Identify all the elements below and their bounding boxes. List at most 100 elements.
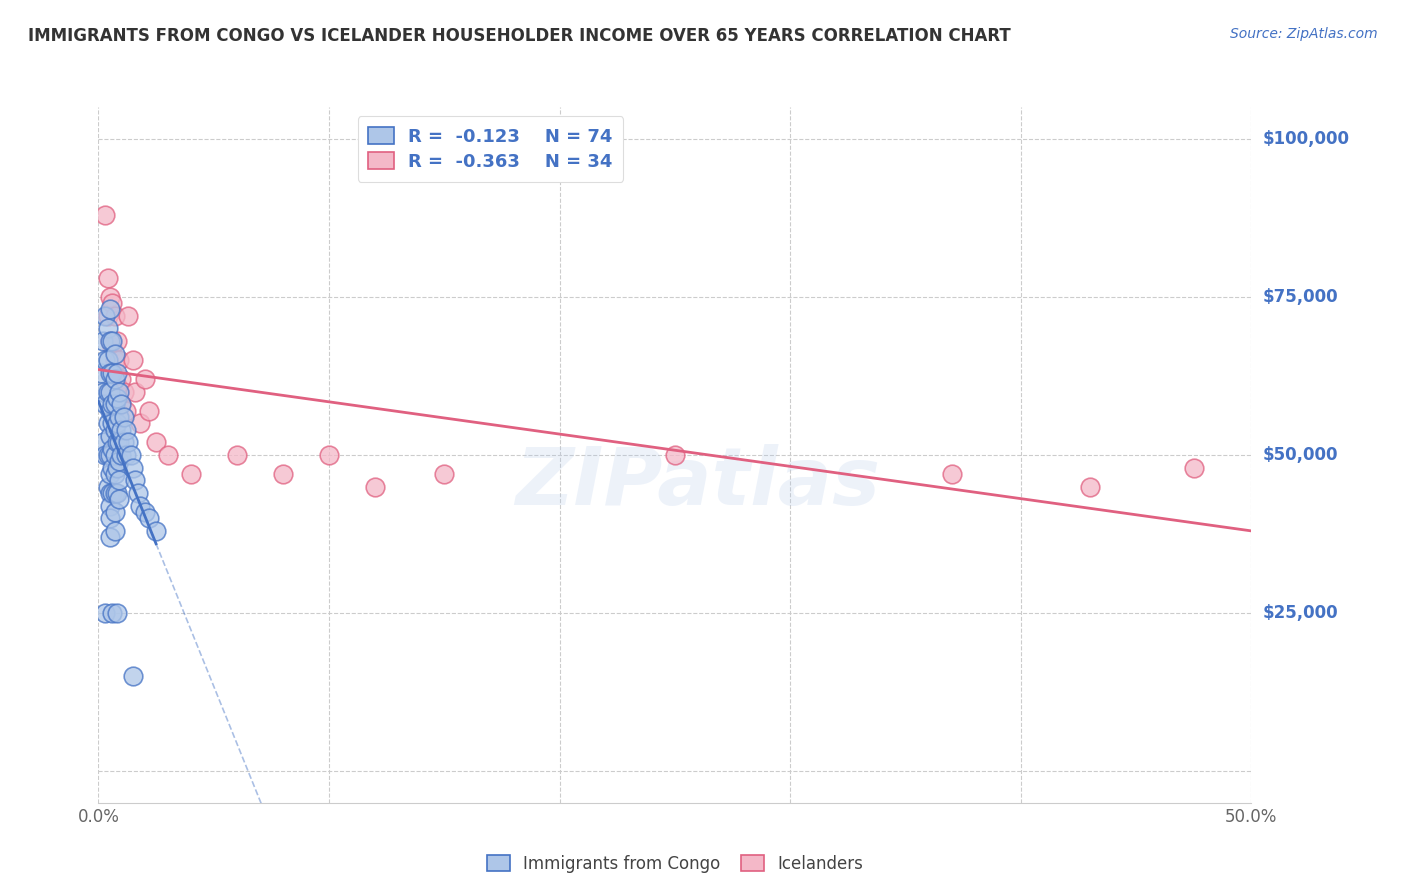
Point bbox=[103, 309, 125, 323]
Point bbox=[101, 397, 124, 411]
Point bbox=[180, 467, 202, 481]
Point bbox=[112, 435, 135, 450]
Point bbox=[94, 606, 117, 620]
Point bbox=[129, 499, 152, 513]
Text: Source: ZipAtlas.com: Source: ZipAtlas.com bbox=[1230, 27, 1378, 41]
Point bbox=[103, 467, 125, 481]
Point bbox=[127, 486, 149, 500]
Point bbox=[108, 353, 131, 368]
Point bbox=[98, 403, 121, 417]
Point bbox=[120, 448, 142, 462]
Point bbox=[105, 486, 128, 500]
Point bbox=[101, 366, 124, 380]
Point bbox=[145, 524, 167, 538]
Point bbox=[103, 353, 125, 368]
Point bbox=[318, 448, 340, 462]
Legend: Immigrants from Congo, Icelanders: Immigrants from Congo, Icelanders bbox=[479, 848, 870, 880]
Point bbox=[110, 448, 132, 462]
Point bbox=[105, 334, 128, 348]
Point bbox=[98, 290, 121, 304]
Point bbox=[105, 460, 128, 475]
Point bbox=[94, 448, 117, 462]
Point bbox=[134, 372, 156, 386]
Point bbox=[101, 486, 124, 500]
Point bbox=[117, 435, 139, 450]
Point bbox=[94, 353, 117, 368]
Point bbox=[110, 397, 132, 411]
Point bbox=[97, 309, 120, 323]
Point bbox=[122, 460, 145, 475]
Point bbox=[103, 524, 125, 538]
Point bbox=[101, 460, 124, 475]
Point bbox=[112, 384, 135, 399]
Point bbox=[97, 270, 120, 285]
Point bbox=[108, 435, 131, 450]
Point bbox=[103, 423, 125, 437]
Point bbox=[364, 479, 387, 493]
Point bbox=[105, 435, 128, 450]
Point bbox=[124, 384, 146, 399]
Point bbox=[98, 366, 121, 380]
Point bbox=[108, 473, 131, 487]
Point bbox=[98, 467, 121, 481]
Point bbox=[101, 606, 124, 620]
Point bbox=[1078, 479, 1101, 493]
Point bbox=[91, 334, 114, 348]
Point bbox=[138, 511, 160, 525]
Text: $25,000: $25,000 bbox=[1263, 604, 1339, 622]
Point bbox=[98, 334, 121, 348]
Point bbox=[97, 417, 120, 431]
Point bbox=[103, 397, 125, 411]
Point bbox=[433, 467, 456, 481]
Point bbox=[91, 435, 114, 450]
Point bbox=[110, 423, 132, 437]
Point bbox=[98, 499, 121, 513]
Text: $100,000: $100,000 bbox=[1263, 129, 1350, 148]
Point bbox=[103, 372, 125, 386]
Point bbox=[94, 397, 117, 411]
Point bbox=[941, 467, 963, 481]
Point bbox=[98, 530, 121, 544]
Point bbox=[105, 378, 128, 392]
Point bbox=[94, 309, 117, 323]
Point bbox=[108, 492, 131, 507]
Point bbox=[97, 384, 120, 399]
Text: $50,000: $50,000 bbox=[1263, 446, 1339, 464]
Point bbox=[108, 409, 131, 424]
Point bbox=[90, 366, 112, 380]
Point bbox=[101, 442, 124, 456]
Point bbox=[94, 208, 117, 222]
Point bbox=[105, 391, 128, 405]
Point bbox=[115, 423, 138, 437]
Point bbox=[115, 403, 138, 417]
Point bbox=[122, 669, 145, 683]
Point bbox=[145, 435, 167, 450]
Point bbox=[156, 448, 179, 462]
Point bbox=[138, 403, 160, 417]
Point bbox=[98, 302, 121, 317]
Point bbox=[117, 309, 139, 323]
Point bbox=[110, 372, 132, 386]
Point bbox=[98, 486, 121, 500]
Point bbox=[108, 454, 131, 468]
Point bbox=[664, 448, 686, 462]
Point bbox=[108, 384, 131, 399]
Point bbox=[97, 353, 120, 368]
Point bbox=[101, 334, 124, 348]
Point bbox=[103, 448, 125, 462]
Point bbox=[105, 366, 128, 380]
Point bbox=[129, 417, 152, 431]
Point bbox=[98, 429, 121, 443]
Point bbox=[97, 479, 120, 493]
Text: $75,000: $75,000 bbox=[1263, 288, 1339, 306]
Point bbox=[103, 505, 125, 519]
Point bbox=[98, 334, 121, 348]
Text: ZIPatlas: ZIPatlas bbox=[516, 443, 880, 522]
Point bbox=[124, 473, 146, 487]
Point bbox=[101, 417, 124, 431]
Point bbox=[134, 505, 156, 519]
Point bbox=[112, 409, 135, 424]
Point bbox=[101, 296, 124, 310]
Legend: R =  -0.123    N = 74, R =  -0.363    N = 34: R = -0.123 N = 74, R = -0.363 N = 34 bbox=[357, 116, 623, 182]
Point bbox=[271, 467, 294, 481]
